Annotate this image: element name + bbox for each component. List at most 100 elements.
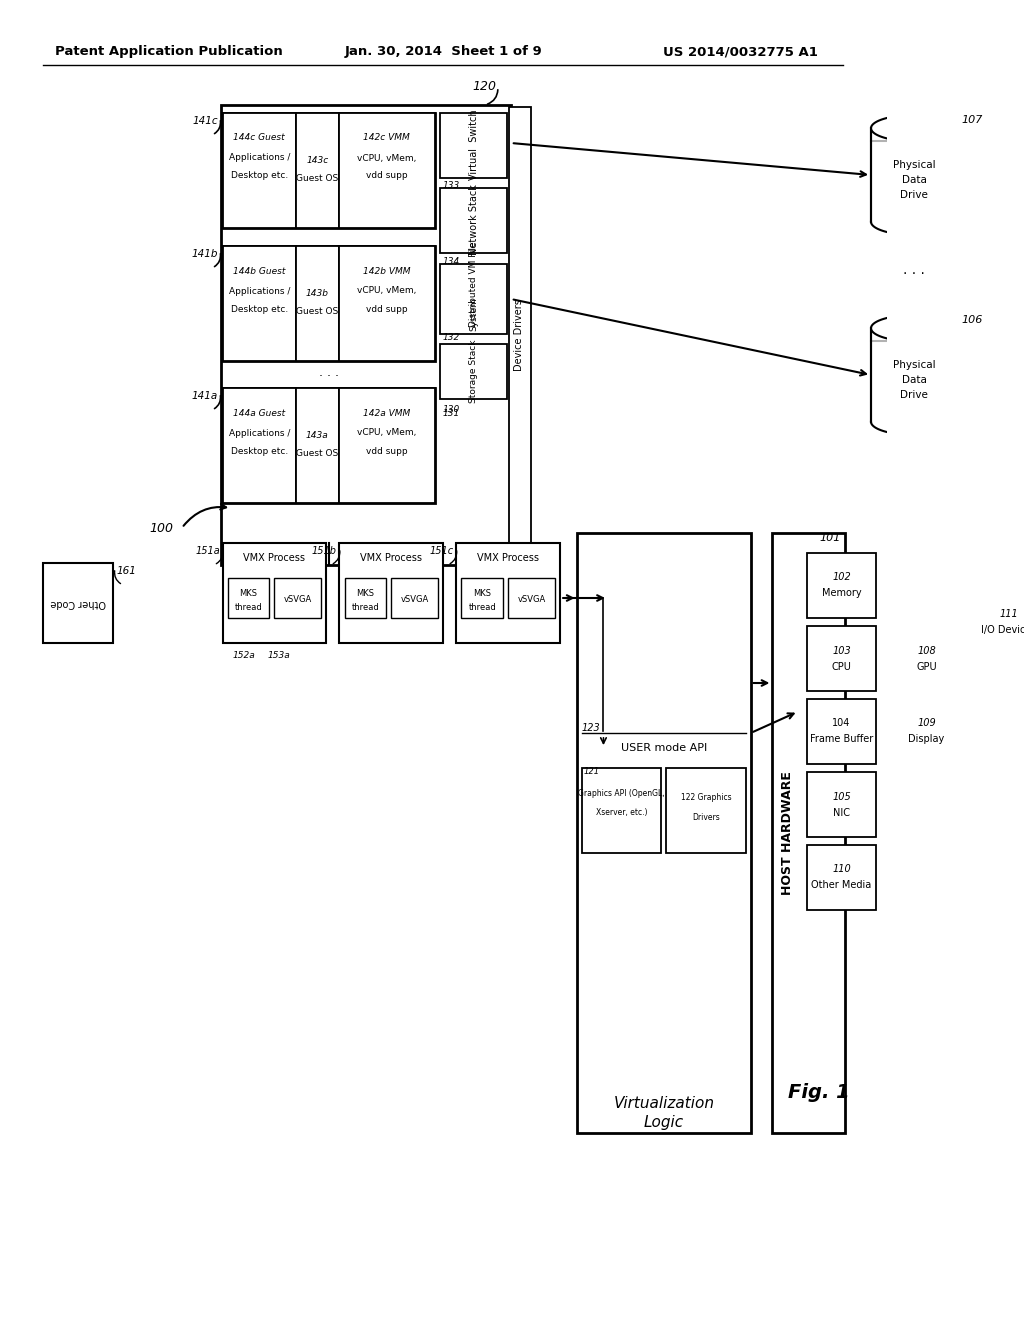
Text: 111: 111: [999, 609, 1019, 619]
Text: vdd supp: vdd supp: [366, 446, 408, 455]
Bar: [462, 578, 503, 618]
Text: Frame Buffer: Frame Buffer: [810, 734, 873, 744]
Bar: [391, 578, 438, 618]
Text: 151c: 151c: [429, 546, 454, 556]
Text: Virtualization: Virtualization: [613, 1096, 715, 1110]
Bar: [807, 772, 877, 837]
Text: vdd supp: vdd supp: [366, 305, 408, 314]
Text: 107: 107: [962, 115, 983, 125]
Text: 103: 103: [833, 645, 851, 656]
Text: 100: 100: [150, 521, 173, 535]
Bar: [440, 187, 507, 253]
Bar: [807, 553, 877, 618]
Text: 121: 121: [584, 767, 600, 776]
Bar: [440, 264, 507, 334]
Text: Guest OS: Guest OS: [296, 449, 339, 458]
Text: CPU: CPU: [831, 661, 852, 672]
Bar: [222, 388, 434, 503]
Text: Graphics API (OpenGL,: Graphics API (OpenGL,: [579, 788, 665, 797]
Text: 141b: 141b: [191, 249, 218, 259]
Bar: [274, 578, 322, 618]
Text: 143c: 143c: [306, 156, 329, 165]
Text: Xserver, etc.): Xserver, etc.): [596, 808, 647, 817]
Text: Storage Stack: Storage Stack: [469, 339, 478, 403]
Text: 151b: 151b: [311, 546, 337, 556]
Text: Desktop etc.: Desktop etc.: [230, 446, 288, 455]
Text: Fig. 1: Fig. 1: [788, 1084, 850, 1102]
Text: GPU: GPU: [916, 661, 937, 672]
Text: 141c: 141c: [193, 116, 218, 125]
Text: 141a: 141a: [191, 391, 218, 401]
Text: 142b VMM: 142b VMM: [362, 267, 411, 276]
Text: Drive: Drive: [900, 389, 928, 400]
Text: VMX Process: VMX Process: [477, 553, 540, 564]
Text: Logic: Logic: [644, 1115, 684, 1130]
Bar: [222, 388, 296, 503]
Text: thread: thread: [351, 603, 379, 612]
Bar: [227, 578, 269, 618]
Text: I/O Devices: I/O Devices: [981, 624, 1024, 635]
Text: 109: 109: [918, 718, 936, 729]
Bar: [296, 246, 339, 360]
Text: Desktop etc.: Desktop etc.: [230, 172, 288, 181]
Text: 132: 132: [442, 333, 460, 342]
Bar: [222, 114, 296, 228]
Text: 110: 110: [833, 865, 851, 874]
Bar: [772, 533, 845, 1133]
Text: 105: 105: [833, 792, 851, 801]
Text: 133: 133: [442, 181, 460, 190]
Text: Drive: Drive: [900, 190, 928, 201]
Bar: [440, 114, 507, 178]
Bar: [807, 845, 877, 909]
Text: 143a: 143a: [306, 432, 329, 440]
Text: MKS: MKS: [356, 589, 375, 598]
Text: 101: 101: [819, 533, 841, 543]
Text: 142a VMM: 142a VMM: [362, 408, 411, 417]
Text: 144a Guest: 144a Guest: [233, 408, 286, 417]
Bar: [457, 543, 560, 643]
Text: Data: Data: [902, 375, 927, 385]
Text: 120: 120: [473, 81, 497, 94]
Text: Jan. 30, 2014  Sheet 1 of 9: Jan. 30, 2014 Sheet 1 of 9: [344, 45, 542, 58]
Text: 153a: 153a: [267, 651, 290, 660]
Text: vdd supp: vdd supp: [366, 172, 408, 181]
Text: Desktop etc.: Desktop etc.: [230, 305, 288, 314]
Text: Physical: Physical: [893, 160, 936, 170]
Text: VMX Process: VMX Process: [360, 553, 422, 564]
Text: 134: 134: [442, 256, 460, 265]
Bar: [221, 106, 511, 565]
Text: Memory: Memory: [821, 589, 861, 598]
Bar: [508, 578, 555, 618]
Text: Device Drivers: Device Drivers: [514, 300, 524, 371]
Bar: [222, 114, 434, 228]
Text: 161: 161: [117, 566, 137, 576]
Text: vCPU, vMem,: vCPU, vMem,: [357, 429, 417, 437]
Text: USER mode API: USER mode API: [621, 743, 708, 752]
Bar: [807, 700, 877, 764]
Text: thread: thread: [468, 603, 497, 612]
Text: 122 Graphics: 122 Graphics: [681, 793, 731, 803]
Text: . . .: . . .: [903, 263, 926, 277]
Text: vCPU, vMem,: vCPU, vMem,: [357, 286, 417, 296]
Text: HOST HARDWARE: HOST HARDWARE: [781, 771, 795, 895]
Text: 108: 108: [918, 645, 936, 656]
Bar: [578, 533, 751, 1133]
Text: Data: Data: [902, 176, 927, 185]
Text: Applications /: Applications /: [228, 429, 290, 437]
Bar: [807, 626, 877, 690]
Bar: [296, 114, 339, 228]
Text: 130: 130: [442, 404, 460, 413]
Text: Other Code: Other Code: [50, 598, 105, 609]
Text: Virtual  Switch: Virtual Switch: [469, 110, 478, 181]
Bar: [509, 107, 530, 564]
Text: vSVGA: vSVGA: [400, 595, 429, 605]
Text: System: System: [469, 297, 478, 331]
Text: 104: 104: [833, 718, 851, 729]
Bar: [440, 345, 507, 399]
Text: US 2014/0032775 A1: US 2014/0032775 A1: [663, 45, 818, 58]
Text: 106: 106: [962, 315, 983, 325]
Bar: [977, 553, 1024, 690]
Text: Distributed VM File: Distributed VM File: [469, 242, 478, 327]
Text: MKS: MKS: [240, 589, 257, 598]
Bar: [339, 543, 443, 643]
